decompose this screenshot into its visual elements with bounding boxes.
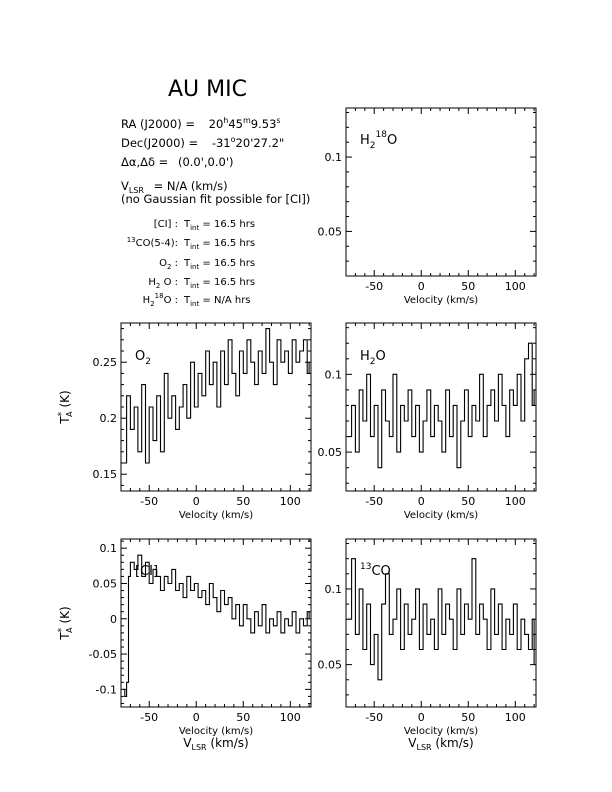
species-label: H218O: [360, 130, 397, 151]
x-tick-label: 100: [505, 495, 526, 508]
plot-frame: [120, 538, 312, 708]
fit-note: (no Gaussian fit possible for [CI]): [121, 192, 310, 206]
spectrum-line: [122, 554, 310, 697]
x-axis-label: Velocity (km/s): [179, 726, 253, 737]
integration-label: [CI] :: [154, 219, 178, 230]
species-label: [CI]: [135, 564, 158, 579]
dec-label: Dec(J2000) =: [121, 136, 198, 150]
species-label: 13CO: [360, 562, 391, 579]
x-tick-label: 100: [505, 280, 526, 293]
integration-value: Tint = N/A hrs: [183, 295, 251, 308]
y-tick-label: 0.1: [100, 542, 118, 555]
x-axis-label-vlsr: VLSR (km/s): [408, 736, 473, 752]
y-tick-label: -0.1: [96, 683, 117, 696]
y-tick-label: 0.1: [325, 151, 343, 164]
y-tick-label: 0.05: [93, 577, 118, 590]
spectrum-line: [122, 328, 310, 464]
ra-hours: 20: [209, 117, 224, 131]
x-tick-label: -50: [365, 711, 383, 724]
offset-value: (0.0',0.0'): [178, 155, 234, 169]
source-info: RA (J2000) = 20h45m9.53s Dec(J2000) = -3…: [121, 116, 310, 308]
panel-13co: -50 0 50 100 0.05 0.1 Velocity (km/s)VLSR (km/…: [318, 538, 537, 752]
x-tick-label: 0: [418, 280, 425, 293]
integration-label: H2 O :: [148, 277, 178, 290]
x-axis-label-vlsr: VLSR (km/s): [183, 736, 248, 752]
y-tick-label: 0.05: [318, 225, 343, 238]
ra-label: RA (J2000) =: [121, 117, 195, 131]
ra-minutes: 45: [228, 117, 243, 131]
dec-degrees: -31: [212, 136, 231, 150]
spectra-panels: -50 0 50 100 0.05 0.1 Velocity (km/s) H218O -50 0…: [57, 107, 537, 752]
y-axis-label: T*A (K): [57, 606, 74, 640]
y-tick-label: 0: [110, 613, 117, 626]
figure-title: AU MIC: [168, 77, 247, 102]
x-tick-label: 100: [505, 711, 526, 724]
y-tick-label: 0.2: [100, 412, 118, 425]
integration-value: Tint = 16.5 hrs: [183, 238, 255, 251]
x-tick-label: -50: [140, 711, 158, 724]
y-tick-label: 0.1: [325, 368, 343, 381]
ra-seconds: 9.53: [251, 117, 277, 131]
panel-o2: -50 0 50 100 0.15 0.2 0.25 Velocity (km/s) T*A (…: [57, 322, 312, 521]
y-axis-label: T*A (K): [57, 390, 74, 424]
x-tick-label: -50: [365, 280, 383, 293]
species-label: H2O: [360, 349, 386, 367]
x-axis-label: Velocity (km/s): [404, 295, 478, 306]
x-tick-label: 50: [461, 495, 475, 508]
dec-arcmin: 20: [236, 136, 251, 150]
x-axis-label: Velocity (km/s): [404, 510, 478, 521]
x-tick-label: 0: [418, 495, 425, 508]
spectrum-line: [347, 342, 535, 469]
integration-label: 13CO(5-4):: [127, 236, 178, 249]
dec-line: Dec(J2000) = -31o20'27.2": [121, 135, 284, 150]
x-tick-label: 50: [461, 711, 475, 724]
integration-times: [CI] : Tint = 16.5 hrs 13CO(5-4): Tint = 16…: [127, 219, 255, 308]
x-tick-label: 0: [418, 711, 425, 724]
x-tick-label: 50: [461, 280, 475, 293]
integration-value: Tint = 16.5 hrs: [183, 219, 255, 232]
x-tick-label: -50: [365, 495, 383, 508]
y-tick-label: -0.05: [89, 648, 117, 661]
x-axis-label: Velocity (km/s): [404, 726, 478, 737]
plot-frame: [345, 322, 537, 492]
vlsr-value: = N/A (km/s): [154, 179, 228, 193]
x-tick-label: 50: [236, 711, 250, 724]
offset-line: Δα,Δδ = (0.0',0.0'): [121, 155, 234, 169]
species-label: O2: [135, 349, 151, 367]
dec-arcsec: 27.2: [253, 136, 279, 150]
panel-h2o: -50 0 50 100 0.05 0.1 Velocity (km/s) H2O: [318, 322, 537, 521]
x-tick-label: -50: [140, 495, 158, 508]
integration-value: Tint = 16.5 hrs: [183, 277, 255, 290]
x-tick-label: 100: [280, 495, 301, 508]
x-tick-label: 50: [236, 495, 250, 508]
panel-h218o: -50 0 50 100 0.05 0.1 Velocity (km/s) H218O: [318, 107, 537, 306]
x-tick-label: 100: [280, 711, 301, 724]
plot-frame: [345, 538, 537, 708]
x-tick-label: 0: [193, 495, 200, 508]
y-tick-label: 0.1: [325, 583, 343, 596]
y-tick-label: 0.05: [318, 446, 343, 459]
integration-label: H218O :: [143, 292, 178, 308]
ra-line: RA (J2000) = 20h45m9.53s: [121, 116, 281, 131]
plot-frame: [345, 107, 537, 277]
y-tick-label: 0.25: [93, 356, 118, 369]
vlsr-line: VLSR = N/A (km/s): [121, 179, 228, 196]
y-tick-label: 0.05: [318, 659, 343, 672]
spectrum-line: [347, 558, 535, 681]
x-tick-label: 0: [193, 711, 200, 724]
panel-ci: -50 0 50 100 -0.1 -0.05 0 0.05 0.1 Velocity (km/s…: [57, 538, 312, 752]
x-axis-label: Velocity (km/s): [179, 510, 253, 521]
offset-label: Δα,Δδ =: [121, 155, 168, 169]
integration-value: Tint = 16.5 hrs: [183, 258, 255, 271]
y-tick-label: 0.15: [93, 468, 118, 481]
integration-label: O2 :: [159, 258, 178, 271]
